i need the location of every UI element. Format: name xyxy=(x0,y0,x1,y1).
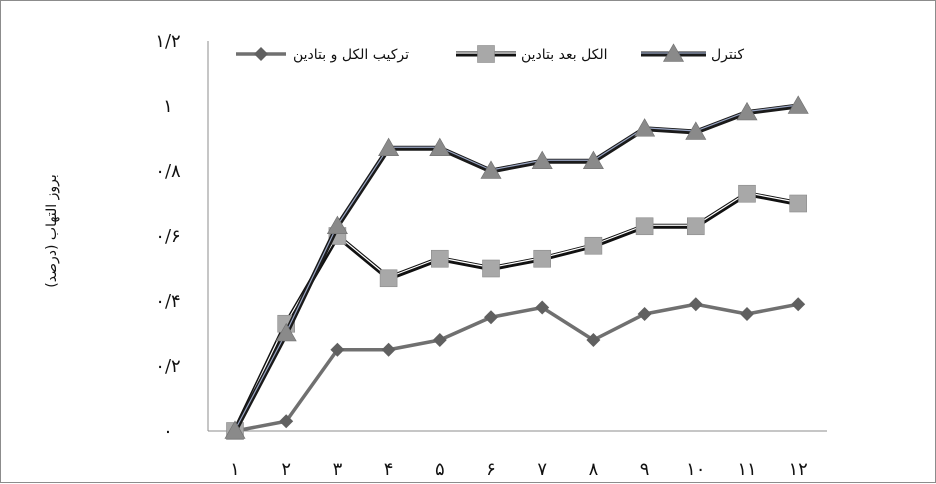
data-point xyxy=(429,137,451,157)
data-point xyxy=(635,217,654,236)
y-tick-labels: ۰ ۰/۲ ۰/۴ ۰/۶ ۰/۸ ۱ ۱/۲ xyxy=(155,31,181,442)
axes xyxy=(207,41,827,432)
data-point xyxy=(379,269,398,288)
legend-label: ترکیب الکل و بتادین xyxy=(293,47,409,63)
series-line xyxy=(234,302,799,433)
y-tick-label: ۰/۴ xyxy=(155,291,180,312)
legend-item: الکل بعد بتادین xyxy=(456,45,608,63)
legend: کنترل الکل بعد بتادین ترکیب الکل و بتادین xyxy=(236,43,744,63)
x-tick-label: ۷ xyxy=(537,459,547,480)
data-point xyxy=(224,420,246,439)
series-triangle xyxy=(224,95,809,439)
series-line xyxy=(232,103,799,433)
legend-item: کنترل xyxy=(641,43,744,63)
data-point xyxy=(533,249,552,268)
series-line-highlight xyxy=(234,104,799,431)
legend-label: الکل بعد بتادین xyxy=(521,47,608,63)
data-point xyxy=(738,184,756,203)
x-tick-label: ۵ xyxy=(435,459,445,480)
data-point xyxy=(582,150,604,170)
data-point xyxy=(482,259,500,278)
y-tick-label: ۰/۶ xyxy=(155,226,180,247)
legend-marker-diamond xyxy=(254,47,268,61)
y-tick-label: ۰/۲ xyxy=(155,356,180,377)
x-tick-label: ۸ xyxy=(589,459,599,480)
data-point xyxy=(484,310,498,325)
legend-item: ترکیب الکل و بتادین xyxy=(236,47,409,63)
data-point xyxy=(480,160,502,179)
data-point xyxy=(791,297,806,312)
data-point xyxy=(535,300,550,315)
data-point xyxy=(736,101,758,121)
x-tick-label: ۹ xyxy=(640,459,650,480)
legend-marker-square xyxy=(477,45,495,63)
x-tick-label: ۱۲ xyxy=(789,459,808,480)
y-tick-label: ۱ xyxy=(163,96,173,117)
x-tick-label: ۲ xyxy=(281,459,291,480)
series-diamond xyxy=(228,297,806,438)
y-tick-label: ۰ xyxy=(163,421,173,442)
data-point xyxy=(584,236,603,255)
y-tick-label: ۰/۸ xyxy=(155,161,181,182)
data-point xyxy=(634,118,656,137)
x-tick-label: ۱ xyxy=(230,459,240,480)
y-axis-title: بروز التهاب (درصد) xyxy=(44,174,60,287)
x-tick-label: ۴ xyxy=(384,459,394,480)
data-point xyxy=(637,307,652,321)
data-point xyxy=(430,249,449,268)
data-point xyxy=(789,194,808,213)
x-tick-label: ۱۱ xyxy=(737,459,756,480)
data-point xyxy=(531,150,553,170)
data-point xyxy=(378,137,400,157)
legend-marker-triangle xyxy=(662,43,685,62)
y-tick-label: ۱/۲ xyxy=(155,31,180,52)
data-point xyxy=(685,121,707,140)
data-point xyxy=(586,333,601,347)
data-point xyxy=(688,297,703,312)
data-point xyxy=(275,322,297,342)
legend-label: کنترل xyxy=(711,47,744,63)
data-point xyxy=(381,342,396,357)
data-point xyxy=(787,95,809,114)
data-point xyxy=(326,215,348,235)
data-point xyxy=(686,217,705,236)
data-point xyxy=(740,307,754,321)
data-point xyxy=(330,342,345,357)
data-point xyxy=(432,333,447,347)
x-tick-label: ۶ xyxy=(486,459,496,480)
x-tick-label: ۱۰ xyxy=(686,459,705,480)
series-group xyxy=(224,95,809,440)
data-point xyxy=(279,414,294,429)
x-tick-labels: ۱ ۲ ۳ ۴ ۵ ۶ ۷ ۸ ۹ ۱۰ ۱۱ ۱۲ xyxy=(230,459,808,480)
x-tick-label: ۳ xyxy=(333,459,343,480)
